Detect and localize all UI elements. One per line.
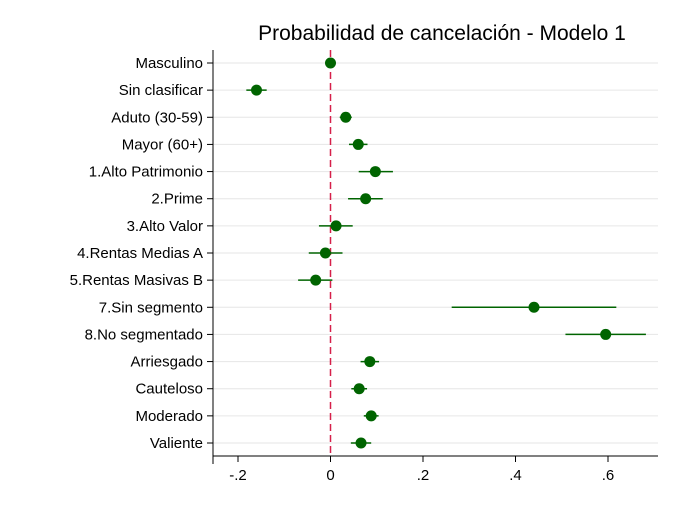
category-label: Cauteloso xyxy=(135,381,203,398)
category-label: Mayor (60+) xyxy=(122,136,203,153)
category-label: Moderado xyxy=(135,408,203,425)
category-label: Aduto (30-59) xyxy=(111,109,203,126)
x-tick-label: 0 xyxy=(326,467,334,484)
coefficient-point xyxy=(365,410,377,422)
category-label: 3.Alto Valor xyxy=(127,218,203,235)
category-label: Masculino xyxy=(135,55,203,72)
data-marks xyxy=(246,57,646,449)
coefficient-point xyxy=(364,356,376,368)
x-tick-label: .6 xyxy=(602,467,615,484)
x-tick-label: .2 xyxy=(417,467,430,484)
category-label: Valiente xyxy=(150,435,203,452)
category-label: 2.Prime xyxy=(151,191,203,208)
coefficient-point xyxy=(360,193,372,205)
coefficient-point xyxy=(355,437,367,449)
category-label: 7.Sin segmento xyxy=(99,299,203,316)
coefficient-point xyxy=(600,328,612,340)
category-label: 5.Rentas Masivas B xyxy=(70,272,203,289)
coefficient-point xyxy=(319,247,331,259)
category-labels: Masculino Sin clasificar Aduto (30-59) Mayo… xyxy=(70,55,203,452)
coefficient-point xyxy=(353,383,365,395)
coefficient-point xyxy=(310,274,322,286)
category-label: 1.Alto Patrimonio xyxy=(89,164,203,181)
chart-title: Probabilidad de cancelación - Modelo 1 xyxy=(258,22,626,45)
coefficient-point xyxy=(330,220,342,232)
coefficient-point xyxy=(340,111,352,123)
x-tick-label: -.2 xyxy=(229,467,247,484)
x-tick-label: .4 xyxy=(509,467,522,484)
coefficient-point xyxy=(528,301,540,313)
coefficient-point xyxy=(352,138,364,150)
coefficient-point xyxy=(325,57,336,69)
coefficient-point xyxy=(251,84,262,96)
coefficient-point xyxy=(369,166,381,178)
category-label: 8.No segmentado xyxy=(85,326,203,343)
category-label: Sin clasificar xyxy=(119,82,203,99)
category-label: Arriesgado xyxy=(130,354,203,371)
axes: -.2 0 .2 .4 .6 xyxy=(207,50,658,484)
category-label: 4.Rentas Medias A xyxy=(77,245,203,262)
